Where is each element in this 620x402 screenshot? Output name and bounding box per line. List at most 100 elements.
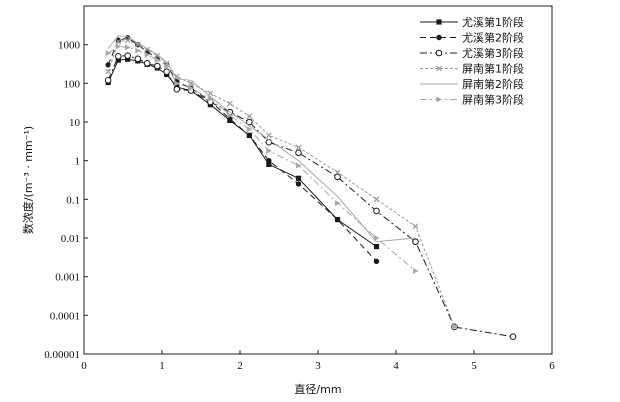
y-axis-title: 数浓度/(m⁻³ · mm⁻¹) — [21, 126, 35, 234]
data-point — [295, 175, 302, 181]
legend-entry: 尤溪第2阶段 — [420, 31, 524, 45]
legend-marker — [436, 96, 442, 103]
x-tick-label: 6 — [549, 360, 555, 372]
data-point — [154, 62, 161, 70]
x-tick-label: 4 — [393, 360, 399, 372]
data-point — [295, 149, 302, 157]
legend-marker — [436, 34, 442, 41]
axes: 0 1 2 3 4 5 6 0.00001 0.0001 0.001 0.01 0.1 1 10 100 10… — [44, 40, 555, 372]
data-point — [125, 56, 131, 62]
y-tick-label: 1 — [75, 156, 81, 168]
legend-marker — [435, 49, 443, 57]
legend-entry: 尤溪第3阶段 — [420, 46, 524, 60]
data-point — [115, 43, 122, 50]
x-tick-label: 5 — [471, 360, 477, 372]
series-line — [107, 45, 416, 272]
legend-label: 尤溪第3阶段 — [462, 46, 524, 60]
data-point — [295, 162, 302, 169]
data-point — [163, 68, 170, 75]
data-point — [135, 47, 141, 54]
series-3 — [104, 52, 517, 341]
data-point — [115, 57, 121, 63]
series-5 — [107, 35, 416, 243]
legend-entry: 尤溪第1阶段 — [420, 15, 524, 29]
data-point — [373, 235, 380, 241]
data-point — [451, 324, 458, 330]
legend-label: 屏南第2阶段 — [462, 77, 524, 91]
data-point — [373, 243, 380, 250]
data-point — [334, 216, 341, 223]
y-tick-label: 0.00001 — [44, 349, 80, 361]
x-tick-label: 2 — [237, 360, 243, 372]
data-point — [266, 147, 272, 154]
series-line — [107, 55, 514, 338]
data-point — [412, 268, 419, 275]
y-tick-label: 0.01 — [61, 233, 80, 245]
data-point — [246, 118, 253, 126]
data-point — [173, 73, 180, 80]
data-point — [226, 100, 233, 107]
data-point — [134, 41, 141, 48]
data-series — [104, 35, 517, 341]
data-point — [295, 181, 302, 187]
legend-marker — [436, 65, 442, 72]
legend-label: 尤溪第2阶段 — [462, 31, 524, 45]
data-point — [266, 157, 272, 164]
data-point — [164, 63, 170, 70]
data-point — [115, 37, 122, 43]
data-point — [373, 196, 380, 203]
data-point — [144, 51, 151, 58]
data-point — [334, 169, 341, 176]
data-point — [246, 113, 253, 120]
data-point — [266, 161, 272, 168]
data-point — [174, 80, 180, 87]
data-point — [105, 50, 112, 57]
data-point — [134, 55, 142, 63]
legend-entry: 屏南第1阶段 — [420, 62, 524, 76]
x-tick-label: 3 — [315, 360, 321, 372]
data-point — [246, 126, 253, 133]
data-point — [334, 200, 341, 207]
data-point — [115, 38, 122, 45]
legend-label: 屏南第3阶段 — [462, 93, 524, 107]
data-point — [373, 207, 380, 215]
data-point — [105, 68, 112, 75]
data-point — [334, 173, 341, 181]
y-tick-label: 0.1 — [66, 194, 80, 206]
x-tick-label: 0 — [81, 360, 87, 372]
y-tick-label: 10 — [69, 117, 81, 129]
data-point — [265, 138, 273, 146]
data-point — [373, 258, 380, 264]
series-line — [107, 39, 455, 328]
series-line — [107, 37, 377, 262]
y-tick-label: 0.0001 — [50, 310, 80, 322]
data-point — [246, 132, 253, 139]
data-point — [509, 333, 517, 341]
series-line — [107, 35, 416, 243]
data-point — [412, 223, 419, 230]
data-point — [154, 57, 161, 64]
data-point — [207, 95, 214, 102]
data-point — [188, 85, 194, 92]
data-point — [124, 52, 131, 59]
data-point — [104, 76, 112, 84]
series-2 — [105, 35, 380, 264]
data-point — [265, 132, 272, 139]
data-point — [295, 144, 302, 151]
data-point — [173, 86, 181, 93]
series-line — [107, 58, 377, 248]
data-point — [125, 44, 131, 51]
y-tick-label: 1000 — [58, 40, 81, 52]
y-tick-label: 100 — [64, 78, 81, 90]
data-point — [124, 37, 131, 44]
x-axis-title: 直径/mm — [294, 382, 341, 396]
legend-entry: 屏南第2阶段 — [420, 77, 524, 91]
legend-label: 尤溪第1阶段 — [462, 15, 524, 29]
y-tick-label: 0.001 — [55, 272, 80, 284]
series-6 — [105, 43, 419, 275]
data-point — [227, 116, 233, 122]
x-tick-label: 1 — [159, 360, 165, 372]
data-point — [115, 53, 122, 60]
